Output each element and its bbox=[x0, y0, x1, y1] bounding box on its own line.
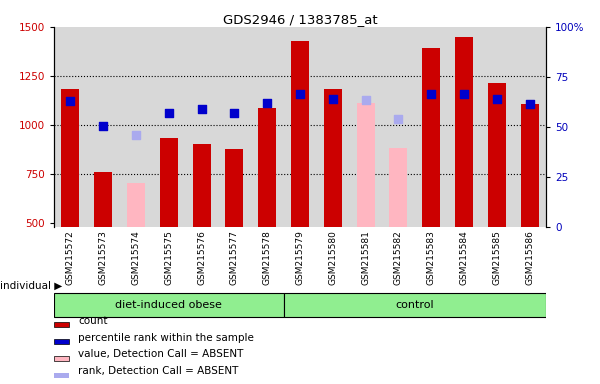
Bar bbox=[54, 293, 284, 318]
Text: GSM215580: GSM215580 bbox=[328, 230, 337, 285]
Text: GSM215576: GSM215576 bbox=[197, 230, 206, 285]
Bar bbox=[94, 172, 112, 227]
Point bbox=[525, 101, 535, 107]
Point bbox=[328, 96, 338, 103]
Bar bbox=[258, 108, 276, 227]
Point bbox=[131, 131, 141, 137]
Bar bbox=[324, 89, 342, 227]
Bar bbox=[284, 293, 546, 318]
Bar bbox=[291, 41, 309, 227]
Text: GSM215582: GSM215582 bbox=[394, 230, 403, 285]
Text: GSM215574: GSM215574 bbox=[131, 230, 140, 285]
Text: diet-induced obese: diet-induced obese bbox=[115, 300, 222, 310]
Text: count: count bbox=[78, 316, 107, 326]
Text: GSM215585: GSM215585 bbox=[492, 230, 502, 285]
Point bbox=[361, 97, 370, 103]
Text: GSM215586: GSM215586 bbox=[525, 230, 534, 285]
Point bbox=[65, 98, 75, 104]
Point bbox=[295, 91, 305, 98]
Text: percentile rank within the sample: percentile rank within the sample bbox=[78, 333, 254, 343]
Text: GSM215581: GSM215581 bbox=[361, 230, 370, 285]
Point bbox=[164, 110, 173, 116]
Point bbox=[230, 110, 239, 116]
Bar bbox=[356, 103, 374, 227]
Point bbox=[459, 91, 469, 98]
Text: GSM215573: GSM215573 bbox=[98, 230, 108, 285]
Point bbox=[492, 96, 502, 103]
Text: rank, Detection Call = ABSENT: rank, Detection Call = ABSENT bbox=[78, 366, 238, 376]
Text: GSM215577: GSM215577 bbox=[230, 230, 239, 285]
Text: individual ▶: individual ▶ bbox=[0, 281, 62, 291]
Bar bbox=[488, 83, 506, 227]
Bar bbox=[54, 339, 69, 344]
Bar bbox=[422, 48, 440, 227]
Bar bbox=[127, 184, 145, 227]
Text: GSM215584: GSM215584 bbox=[460, 230, 469, 285]
Point bbox=[262, 100, 272, 106]
Bar bbox=[193, 144, 211, 227]
Text: value, Detection Call = ABSENT: value, Detection Call = ABSENT bbox=[78, 349, 244, 359]
Bar bbox=[61, 89, 79, 227]
Bar bbox=[226, 149, 244, 227]
Bar bbox=[54, 323, 69, 327]
Text: GSM215572: GSM215572 bbox=[66, 230, 75, 285]
Point bbox=[394, 116, 403, 122]
Bar bbox=[54, 356, 69, 361]
Text: GSM215583: GSM215583 bbox=[427, 230, 436, 285]
Text: GSM215579: GSM215579 bbox=[296, 230, 305, 285]
Bar bbox=[455, 36, 473, 227]
Bar bbox=[521, 104, 539, 227]
Point bbox=[197, 106, 206, 112]
Text: GSM215575: GSM215575 bbox=[164, 230, 173, 285]
Bar bbox=[389, 148, 407, 227]
Bar bbox=[160, 139, 178, 227]
Point bbox=[427, 91, 436, 98]
Bar bbox=[54, 373, 69, 378]
Title: GDS2946 / 1383785_at: GDS2946 / 1383785_at bbox=[223, 13, 377, 26]
Text: GSM215578: GSM215578 bbox=[263, 230, 272, 285]
Text: control: control bbox=[395, 300, 434, 310]
Point bbox=[98, 122, 108, 129]
